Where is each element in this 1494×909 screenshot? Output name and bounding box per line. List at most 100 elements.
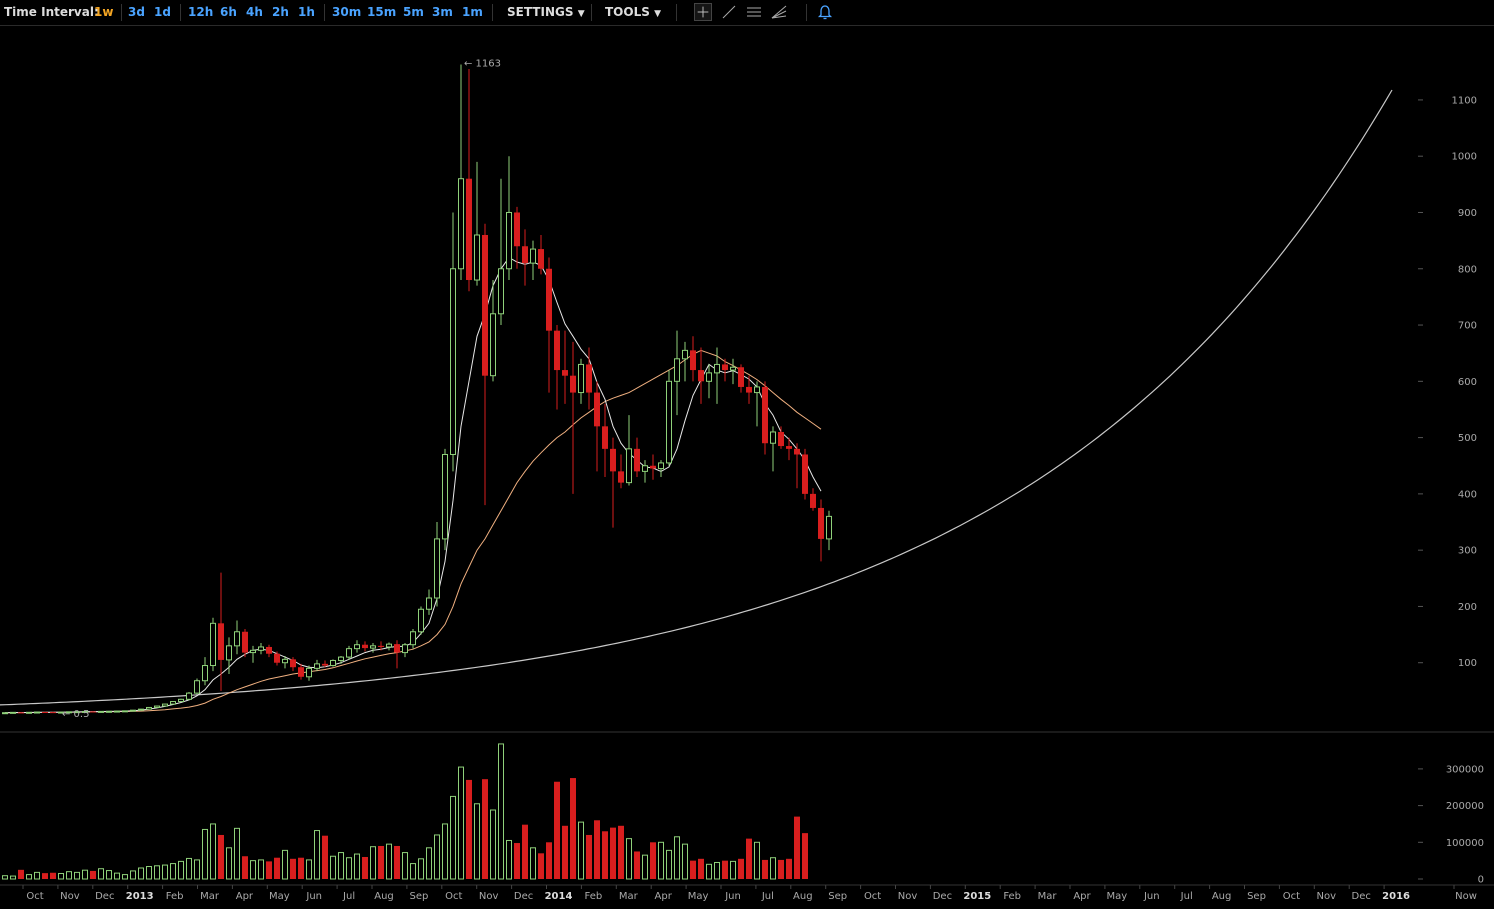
ma-slow-line <box>4 349 822 714</box>
volume-bar <box>274 857 280 879</box>
volume-bar <box>706 863 712 880</box>
volume-bar <box>490 809 496 880</box>
volume-bar <box>530 847 536 880</box>
time-tick-label: Feb <box>1003 891 1021 902</box>
volume-bar <box>738 858 744 879</box>
time-tick-label: Aug <box>1212 891 1232 902</box>
volume-bar <box>130 870 136 880</box>
settings-label: SETTINGS <box>507 5 574 19</box>
toolbar: Time Interval: 1w 3d 1d 12h 6h 4h 2h 1h … <box>0 0 1494 26</box>
low-price-label: ← 0.5 <box>62 709 89 720</box>
candle-body <box>522 246 528 264</box>
time-interval-label: Time Interval: <box>4 5 99 19</box>
candle-body <box>434 538 440 599</box>
candle-body <box>218 623 224 660</box>
interval-6h[interactable]: 6h <box>220 5 237 19</box>
interval-1h[interactable]: 1h <box>298 5 315 19</box>
candle-body <box>554 330 560 371</box>
price-tick-label: 300 <box>1458 546 1477 557</box>
volume-bars <box>2 743 808 880</box>
volume-bar <box>162 864 168 880</box>
tools-label: TOOLS <box>605 5 650 19</box>
candle-body <box>442 453 448 540</box>
time-tick-label: Jul <box>1180 891 1193 902</box>
volume-bar <box>282 849 288 880</box>
candles <box>2 64 832 715</box>
candle-body <box>202 665 208 682</box>
candle-body <box>306 667 312 678</box>
volume-bar <box>178 860 184 880</box>
interval-2h[interactable]: 2h <box>272 5 289 19</box>
candle-body <box>210 622 216 667</box>
candle-body <box>658 462 664 470</box>
volume-bar <box>546 842 552 879</box>
interval-1d[interactable]: 1d <box>154 5 171 19</box>
time-tick-label: Aug <box>793 891 813 902</box>
interval-3m[interactable]: 3m <box>432 5 453 19</box>
volume-bar <box>458 766 464 880</box>
volume-bar <box>482 779 488 879</box>
candle-body <box>226 645 232 661</box>
volume-bar <box>298 857 304 879</box>
trend-curve <box>0 89 1393 706</box>
trendline-icon[interactable] <box>720 3 738 21</box>
separator <box>180 4 181 21</box>
candle-body <box>186 692 192 700</box>
candle-body <box>2 712 8 715</box>
volume-bar <box>722 860 728 879</box>
volume-bar <box>634 851 640 879</box>
candle-body <box>746 386 752 393</box>
price-chart[interactable]: 100 200 300 400 500 600 700 800 900 1000 1100 0 100… <box>0 26 1494 909</box>
tools-menu[interactable]: TOOLS ▼ <box>605 4 661 22</box>
candle-body <box>370 645 376 649</box>
candle-body <box>818 507 824 539</box>
horizontal-lines-icon[interactable] <box>745 3 763 21</box>
candle-body <box>802 454 808 494</box>
candle-body <box>98 710 104 713</box>
interval-15m[interactable]: 15m <box>367 5 397 19</box>
interval-4h[interactable]: 4h <box>246 5 263 19</box>
candle-body <box>730 366 736 371</box>
volume-bar <box>122 874 128 880</box>
time-tick-label: Apr <box>655 891 673 902</box>
candle-body <box>154 705 160 708</box>
price-tick-label: 700 <box>1458 321 1477 332</box>
candle-body <box>778 431 784 447</box>
candle-body <box>354 644 360 650</box>
candle-body <box>402 644 408 654</box>
candle-body <box>194 680 200 694</box>
volume-bar <box>642 854 648 880</box>
candle-body <box>722 364 728 371</box>
time-tick-label: Sep <box>828 891 847 902</box>
alert-bell-icon[interactable] <box>816 3 834 21</box>
volume-tick-label: 0 <box>1478 875 1484 886</box>
volume-bar <box>658 841 664 880</box>
interval-1w[interactable]: 1w <box>94 5 114 19</box>
settings-menu[interactable]: SETTINGS ▼ <box>507 4 585 22</box>
volume-bar <box>34 871 40 880</box>
interval-1m[interactable]: 1m <box>462 5 483 19</box>
candle-body <box>602 426 608 449</box>
fan-icon[interactable] <box>770 3 788 21</box>
candle-body <box>362 644 368 649</box>
interval-5m[interactable]: 5m <box>403 5 424 19</box>
interval-12h[interactable]: 12h <box>188 5 214 19</box>
volume-tick-label: 200000 <box>1446 801 1484 812</box>
separator <box>676 4 677 21</box>
time-tick-label: Apr <box>1073 891 1091 902</box>
interval-3d[interactable]: 3d <box>128 5 145 19</box>
time-tick-label: Nov <box>479 891 499 902</box>
crosshair-icon[interactable] <box>694 3 712 21</box>
candle-body <box>18 712 24 714</box>
interval-30m[interactable]: 30m <box>332 5 362 19</box>
time-axis: Oct Nov Dec 2013 Feb Mar Apr May Jun Jul Aug Sep Oct… <box>22 885 1477 902</box>
candle-body <box>506 211 512 270</box>
volume-bar <box>498 743 504 880</box>
candle-body <box>594 392 600 427</box>
candle-body <box>322 663 328 666</box>
time-tick-label: Nov <box>898 891 918 902</box>
volume-bar <box>666 849 672 880</box>
price-tick-label: 200 <box>1458 602 1477 613</box>
volume-bar <box>554 781 560 879</box>
volume-bar <box>410 863 416 880</box>
